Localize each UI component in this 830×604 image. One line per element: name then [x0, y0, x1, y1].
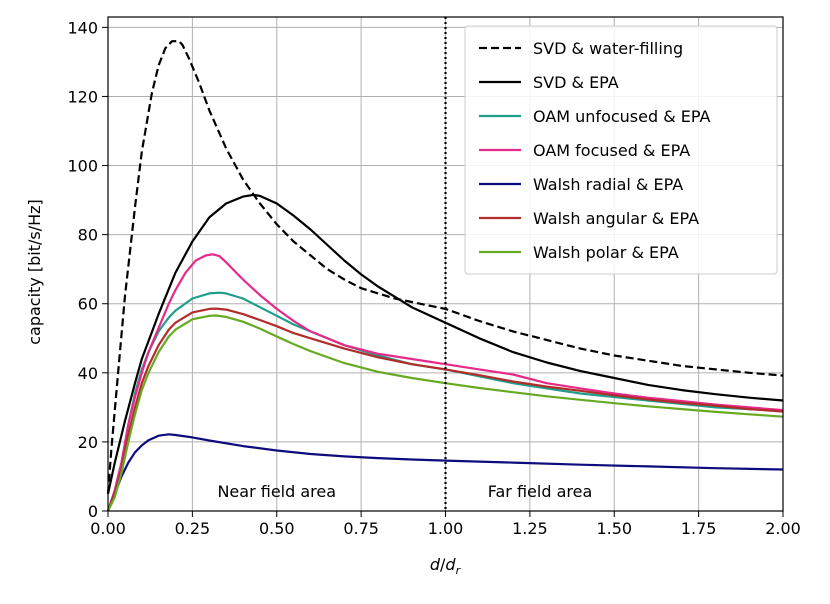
x-tick-label: 2.00 — [765, 519, 801, 538]
series-line-0 — [106, 40, 784, 494]
legend-box — [464, 25, 778, 275]
legend-label: SVD & water-filling — [533, 39, 683, 58]
legend-label: OAM focused & EPA — [533, 141, 690, 160]
y-tick-label: 140 — [67, 18, 98, 37]
series-line-5 — [106, 307, 784, 512]
x-tick-label: 0.50 — [259, 519, 295, 538]
legend-label: OAM unfocused & EPA — [533, 107, 711, 126]
x-label-denominator: d — [445, 555, 456, 574]
legend-label: Walsh radial & EPA — [533, 175, 683, 194]
y-tick-label: 120 — [67, 87, 98, 106]
legend-label: SVD & EPA — [533, 73, 619, 92]
x-label-numerator: d — [430, 555, 441, 574]
x-tick-label: 1.50 — [596, 519, 632, 538]
x-tick-label: 1.75 — [681, 519, 717, 538]
y-tick-label: 40 — [78, 364, 98, 383]
x-axis-label: d/dr — [430, 555, 462, 577]
x-label-subscript: r — [456, 564, 462, 577]
legend: SVD & water-filling SVD & EPA OAM unfocuse… — [464, 25, 778, 275]
y-tick-label: 20 — [78, 433, 98, 452]
x-tick-label: 1.25 — [512, 519, 548, 538]
annotation-label: Near field area — [217, 482, 336, 501]
y-axis-ticks: 0 20 40 60 80 100 120 140 — [67, 18, 108, 521]
series-line-3 — [106, 253, 784, 512]
x-label-slash: / — [440, 555, 446, 574]
legend-label: Walsh polar & EPA — [533, 243, 679, 262]
y-tick-label: 0 — [88, 502, 98, 521]
x-axis-ticks: 0.00 0.25 0.50 0.75 1.00 1.25 1.50 1.75 2.00 — [90, 511, 801, 538]
y-tick-label: 80 — [78, 226, 98, 245]
y-tick-label: 60 — [78, 295, 98, 314]
series-lines — [106, 40, 784, 512]
x-tick-label: 0.00 — [90, 519, 126, 538]
x-tick-label: 0.75 — [343, 519, 379, 538]
x-tick-label: 0.25 — [175, 519, 211, 538]
series-line-4 — [106, 433, 784, 512]
y-axis-label: capacity [bit/s/Hz] — [25, 199, 44, 345]
x-tick-label: 1.00 — [428, 519, 464, 538]
annotations: Near field area Far field area — [217, 482, 592, 501]
annotation-label: Far field area — [488, 482, 593, 501]
series-line-6 — [107, 314, 784, 512]
series-line-1 — [106, 193, 784, 494]
y-tick-label: 100 — [67, 157, 98, 176]
legend-label: Walsh angular & EPA — [533, 209, 699, 228]
